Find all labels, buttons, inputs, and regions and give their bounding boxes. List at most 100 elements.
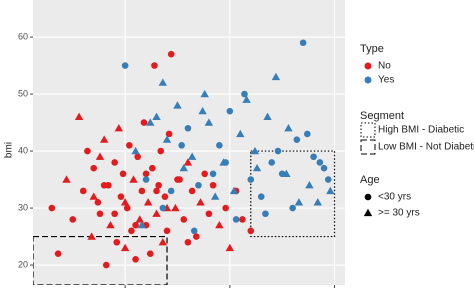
point: [121, 62, 129, 69]
point: [299, 39, 307, 47]
point: [163, 227, 171, 235]
point: [209, 181, 217, 189]
point: [241, 90, 248, 98]
point: [252, 163, 262, 172]
point: [123, 204, 131, 212]
y-tick-label: 30: [18, 202, 28, 212]
legend-label: Yes: [378, 75, 394, 86]
point: [161, 193, 169, 200]
panel: [33, 0, 345, 285]
segments: [33, 150, 336, 285]
legend-swatch: [364, 193, 372, 201]
point: [142, 176, 150, 183]
point: [222, 159, 229, 166]
point: [167, 50, 175, 58]
point: [137, 220, 147, 229]
point: [111, 210, 118, 218]
point: [100, 181, 108, 189]
point: [247, 227, 255, 235]
point: [119, 170, 127, 178]
point: [152, 209, 161, 217]
point: [184, 124, 192, 132]
point: [242, 95, 251, 103]
point: [158, 238, 168, 246]
legend-title: Segment: [360, 110, 404, 122]
point: [179, 163, 188, 172]
point: [190, 227, 198, 235]
point: [184, 238, 192, 246]
point: [178, 142, 185, 149]
legend-label: Low BMI - Not Diabetic: [378, 142, 474, 153]
point: [149, 164, 156, 172]
point: [216, 142, 223, 149]
legend-title: Type: [360, 43, 384, 55]
point: [120, 198, 130, 206]
point: [222, 204, 229, 212]
point: [128, 227, 135, 235]
segment-box: [33, 235, 168, 285]
point: [257, 193, 265, 200]
point: [239, 216, 246, 223]
point: [158, 78, 168, 86]
legend-label: <30 yrs: [378, 192, 411, 203]
point: [232, 216, 240, 223]
legend-label: >= 30 yrs: [378, 208, 420, 219]
point: [187, 152, 197, 160]
point: [215, 220, 224, 229]
point: [326, 186, 335, 195]
point: [126, 142, 133, 149]
point: [225, 243, 235, 252]
point: [94, 199, 102, 206]
point: [132, 256, 139, 263]
point: [167, 187, 175, 195]
point: [106, 220, 115, 229]
point: [274, 147, 282, 155]
point: [193, 233, 200, 240]
point: [294, 198, 304, 206]
point: [165, 130, 173, 138]
point: [146, 118, 155, 126]
point: [138, 187, 146, 195]
point: [131, 146, 140, 155]
point: [79, 187, 87, 195]
point: [324, 176, 332, 183]
point: [96, 210, 104, 218]
point: [142, 170, 150, 178]
point: [271, 72, 281, 81]
point: [313, 198, 322, 206]
point: [304, 130, 311, 138]
point: [151, 62, 158, 69]
point: [250, 146, 260, 155]
y-tick-label: 40: [18, 145, 28, 155]
point: [263, 112, 272, 120]
point: [90, 164, 98, 172]
point: [153, 187, 160, 195]
point: [114, 124, 124, 132]
point: [205, 210, 213, 218]
point: [157, 147, 165, 155]
point: [62, 175, 71, 183]
y-tick-label: 20: [18, 259, 28, 269]
legend-swatch: [364, 62, 372, 70]
point: [74, 112, 84, 120]
legend-title: Age: [360, 174, 380, 186]
point: [201, 170, 209, 178]
point: [162, 135, 172, 143]
point: [229, 186, 239, 195]
point: [48, 204, 56, 212]
point: [84, 147, 91, 155]
point: [54, 250, 62, 257]
point: [284, 124, 293, 132]
point: [140, 119, 148, 126]
point: [89, 192, 98, 200]
point: [174, 176, 181, 183]
point: [180, 216, 188, 223]
point: [196, 198, 205, 206]
point: [209, 170, 217, 178]
legend-swatch: [364, 76, 372, 84]
point: [99, 135, 109, 143]
point: [155, 181, 162, 189]
point: [171, 203, 180, 212]
point: [129, 175, 138, 183]
point: [132, 221, 139, 229]
